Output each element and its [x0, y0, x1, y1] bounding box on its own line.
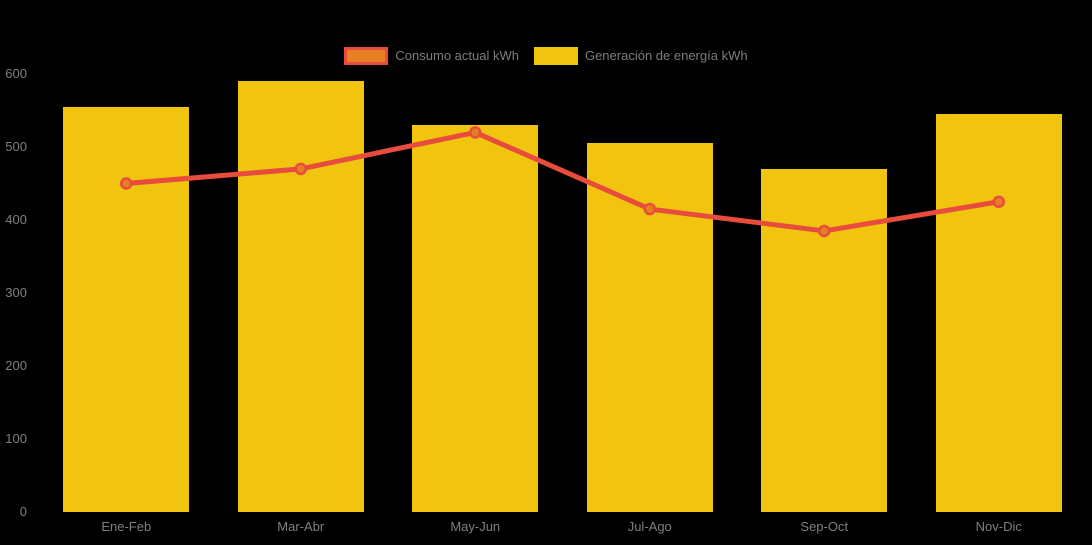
x-tick-label-May-Jun: May-Jun — [450, 519, 501, 534]
y-tick-label-300: 300 — [5, 285, 27, 300]
bar-May-Jun[interactable] — [412, 125, 539, 512]
legend-label-generacion-energia: Generación de energía kWh — [584, 48, 748, 63]
consumo-line-path — [123, 129, 1002, 234]
x-tick-label-Jul-Ago: Jul-Ago — [627, 519, 672, 534]
y-tick-label-500: 500 — [5, 139, 27, 154]
y-tick-label-600: 600 — [5, 66, 27, 81]
chart-legend: Consumo actual kWh Generación de energía… — [0, 47, 1092, 65]
x-tick-label-Ene-Feb: Ene-Feb — [101, 519, 152, 534]
line-point-Sep-Oct[interactable] — [818, 224, 831, 238]
x-tick-label-Nov-Dic: Nov-Dic — [975, 519, 1022, 534]
x-tick-label-Sep-Oct: Sep-Oct — [800, 519, 849, 534]
y-tick-label-200: 200 — [5, 358, 27, 373]
line-point-Nov-Dic[interactable] — [992, 195, 1005, 208]
legend-label-consumo-actual: Consumo actual kWh — [395, 48, 519, 63]
x-tick-label-Mar-Abr: Mar-Abr — [277, 519, 325, 534]
line-point-Mar-Abr[interactable] — [294, 162, 307, 176]
bar-Ene-Feb[interactable] — [63, 106, 190, 512]
legend-item-consumo-actual[interactable]: Consumo actual kWh — [344, 47, 519, 65]
bar-Nov-Dic[interactable] — [935, 114, 1062, 512]
line-point-Jul-Ago[interactable] — [643, 202, 656, 216]
y-tick-label-400: 400 — [5, 212, 27, 227]
legend-swatch-line-icon — [344, 47, 389, 65]
y-tick-label-0: 0 — [19, 504, 27, 519]
line-point-May-Jun[interactable] — [469, 126, 482, 139]
bar-Mar-Abr[interactable] — [237, 81, 364, 512]
line-point-Ene-Feb[interactable] — [120, 177, 133, 190]
y-tick-label-100: 100 — [5, 431, 27, 446]
legend-swatch-bar-icon — [533, 47, 578, 65]
legend-item-generacion-energia[interactable]: Generación de energía kWh — [533, 47, 748, 65]
